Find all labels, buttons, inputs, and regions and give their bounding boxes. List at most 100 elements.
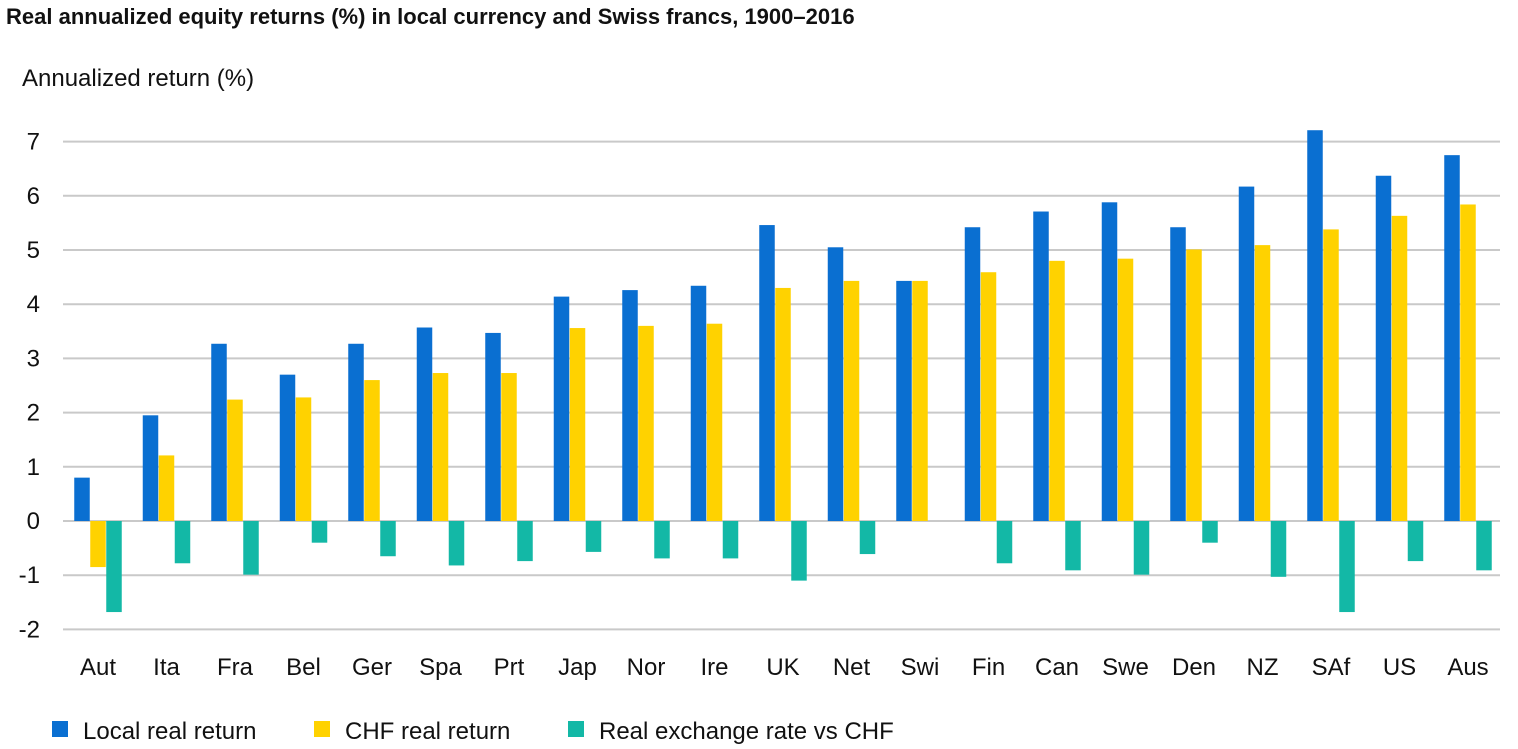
y-axis-label: Annualized return (%) xyxy=(22,65,254,92)
legend: Local real return CHF real return Real exc… xyxy=(52,718,894,745)
bar-aus-chf-real-return xyxy=(1460,204,1476,522)
bar-can-real-exchange-rate-vs-chf xyxy=(1065,521,1081,571)
x-tick-label: Nor xyxy=(627,654,666,681)
bar-saf-real-exchange-rate-vs-chf xyxy=(1339,521,1355,613)
bar-fin-real-exchange-rate-vs-chf xyxy=(996,521,1013,564)
y-tick-label: 7 xyxy=(27,129,40,156)
bar-ire-chf-real-return xyxy=(706,323,723,521)
bar-prt-chf-real-return xyxy=(501,373,517,521)
bar-us-chf-real-return xyxy=(1391,215,1408,521)
x-tick-label: UK xyxy=(766,654,799,681)
bar-bel-local-real-return xyxy=(279,374,296,521)
x-tick-label: Spa xyxy=(419,654,462,681)
y-tick-label: 6 xyxy=(27,183,40,210)
bar-prt-local-real-return xyxy=(485,332,501,521)
legend-swatch xyxy=(314,721,330,737)
chart-title: Real annualized equity returns (%) in lo… xyxy=(6,4,855,29)
bar-ita-chf-real-return xyxy=(158,455,175,521)
legend-swatch xyxy=(568,721,584,737)
x-tick-label: Swe xyxy=(1102,654,1149,681)
x-tick-label: Fra xyxy=(217,654,254,681)
y-tick-label: 5 xyxy=(27,237,40,264)
bar-fra-real-exchange-rate-vs-chf xyxy=(243,521,259,575)
bar-ita-local-real-return xyxy=(142,415,159,521)
bar-can-local-real-return xyxy=(1033,211,1049,521)
x-tick-label: Can xyxy=(1035,654,1079,681)
legend-label: CHF real return xyxy=(345,718,510,745)
bar-fra-chf-real-return xyxy=(227,399,243,521)
x-tick-label: Net xyxy=(833,654,871,681)
bar-ger-real-exchange-rate-vs-chf xyxy=(380,521,396,557)
bar-swe-local-real-return xyxy=(1101,202,1118,521)
y-tick-label: 1 xyxy=(27,454,40,481)
bar-den-local-real-return xyxy=(1170,227,1186,521)
bar-bel-real-exchange-rate-vs-chf xyxy=(311,521,328,543)
bar-can-chf-real-return xyxy=(1049,260,1065,521)
bar-nz-local-real-return xyxy=(1238,186,1255,521)
legend-label: Local real return xyxy=(83,718,256,745)
x-tick-label: SAf xyxy=(1312,654,1351,681)
bar-bel-chf-real-return xyxy=(295,397,312,521)
legend-label: Real exchange rate vs CHF xyxy=(599,718,894,745)
bar-nor-local-real-return xyxy=(622,290,638,521)
bar-jap-local-real-return xyxy=(553,296,570,521)
x-tick-label: US xyxy=(1383,654,1416,681)
y-tick-label: -2 xyxy=(19,616,40,643)
bar-ire-local-real-return xyxy=(690,285,707,521)
bar-ita-real-exchange-rate-vs-chf xyxy=(174,521,191,564)
bar-fin-local-real-return xyxy=(964,227,981,521)
bar-net-chf-real-return xyxy=(843,280,860,521)
bar-nor-chf-real-return xyxy=(638,325,654,521)
bar-nor-real-exchange-rate-vs-chf xyxy=(654,521,670,559)
bar-uk-local-real-return xyxy=(759,225,775,521)
bar-spa-real-exchange-rate-vs-chf xyxy=(448,521,465,566)
y-tick-label: -1 xyxy=(19,562,40,589)
bar-ger-local-real-return xyxy=(348,343,364,521)
bar-saf-chf-real-return xyxy=(1323,229,1339,522)
bar-prt-real-exchange-rate-vs-chf xyxy=(517,521,533,562)
bar-den-chf-real-return xyxy=(1186,249,1202,521)
bar-swe-chf-real-return xyxy=(1117,258,1134,521)
x-tick-label: Aus xyxy=(1447,654,1488,681)
bar-aus-real-exchange-rate-vs-chf xyxy=(1476,521,1492,571)
bar-swi-chf-real-return xyxy=(912,280,928,521)
x-tick-label: Prt xyxy=(494,654,525,681)
x-tick-label: NZ xyxy=(1247,654,1279,681)
bars xyxy=(74,130,1492,613)
category-labels: Aut Ita Fra Bel Ger Spa Prt Jap Nor Ire UK Net Swi Fi… xyxy=(80,654,1489,681)
x-tick-label: Den xyxy=(1172,654,1216,681)
y-tick-label: 0 xyxy=(27,508,40,535)
bar-ire-real-exchange-rate-vs-chf xyxy=(722,521,739,559)
bar-nz-real-exchange-rate-vs-chf xyxy=(1270,521,1287,577)
bar-aut-real-exchange-rate-vs-chf xyxy=(106,521,122,613)
y-tick-labels: 7 6 5 4 3 2 1 0 -1 -2 xyxy=(19,129,40,644)
x-tick-label: Ita xyxy=(153,654,180,681)
bar-saf-local-real-return xyxy=(1307,130,1323,521)
bar-net-real-exchange-rate-vs-chf xyxy=(859,521,876,555)
y-tick-label: 2 xyxy=(27,400,40,427)
x-tick-label: Jap xyxy=(558,654,597,681)
bar-den-real-exchange-rate-vs-chf xyxy=(1202,521,1218,543)
bar-nz-chf-real-return xyxy=(1254,245,1271,521)
bar-fin-chf-real-return xyxy=(980,272,997,521)
bar-ger-chf-real-return xyxy=(364,380,380,521)
bar-swi-local-real-return xyxy=(896,280,912,521)
bar-us-local-real-return xyxy=(1375,175,1392,521)
x-tick-label: Ire xyxy=(700,654,728,681)
x-tick-label: Aut xyxy=(80,654,116,681)
bar-aut-chf-real-return xyxy=(90,521,106,568)
bar-net-local-real-return xyxy=(827,247,844,522)
bar-spa-local-real-return xyxy=(416,327,433,521)
legend-swatch xyxy=(52,721,68,737)
x-tick-label: Ger xyxy=(352,654,392,681)
bar-uk-real-exchange-rate-vs-chf xyxy=(791,521,807,581)
bar-fra-local-real-return xyxy=(211,343,227,521)
x-tick-label: Fin xyxy=(972,654,1005,681)
bar-us-real-exchange-rate-vs-chf xyxy=(1407,521,1424,562)
bar-swe-real-exchange-rate-vs-chf xyxy=(1133,521,1150,575)
bar-jap-chf-real-return xyxy=(569,328,586,521)
y-tick-label: 3 xyxy=(27,345,40,372)
y-tick-label: 4 xyxy=(27,291,40,318)
bar-aut-local-real-return xyxy=(74,477,90,521)
